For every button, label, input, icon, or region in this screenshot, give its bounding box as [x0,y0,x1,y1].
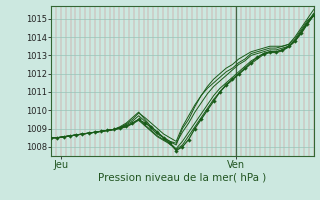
X-axis label: Pression niveau de la mer( hPa ): Pression niveau de la mer( hPa ) [98,173,267,183]
